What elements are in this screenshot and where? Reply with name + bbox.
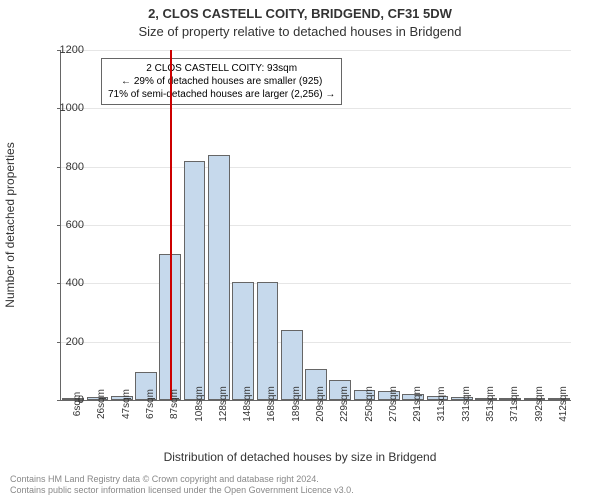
xtick-label: 148sqm xyxy=(242,386,253,422)
annotation-line1: 2 CLOS CASTELL COITY: 93sqm xyxy=(108,62,335,75)
footer-line1: Contains HM Land Registry data © Crown c… xyxy=(10,474,354,485)
ytick-label: 400 xyxy=(44,277,84,289)
footer-line2: Contains public sector information licen… xyxy=(10,485,354,496)
chart-title-address: 2, CLOS CASTELL COITY, BRIDGEND, CF31 5D… xyxy=(0,6,600,21)
xtick-label: 351sqm xyxy=(485,386,496,422)
annotation-box: 2 CLOS CASTELL COITY: 93sqm ← 29% of det… xyxy=(101,58,342,105)
xtick-label: 291sqm xyxy=(412,386,423,422)
ytick-label: 200 xyxy=(44,336,84,348)
gridline xyxy=(61,50,571,51)
xtick-label: 250sqm xyxy=(364,386,375,422)
xtick-label: 371sqm xyxy=(509,386,520,422)
ytick-label: 800 xyxy=(44,161,84,173)
histogram-bar xyxy=(257,282,279,400)
gridline xyxy=(61,167,571,168)
xtick-label: 47sqm xyxy=(121,389,132,419)
histogram-bar xyxy=(232,282,254,400)
xtick-label: 189sqm xyxy=(291,386,302,422)
reference-line xyxy=(170,50,172,400)
histogram-bar xyxy=(184,161,206,400)
gridline xyxy=(61,108,571,109)
xtick-label: 108sqm xyxy=(194,386,205,422)
chart-subtitle: Size of property relative to detached ho… xyxy=(0,24,600,39)
xtick-label: 229sqm xyxy=(339,386,350,422)
xtick-label: 26sqm xyxy=(96,389,107,419)
xtick-label: 209sqm xyxy=(315,386,326,422)
ytick-label: 1200 xyxy=(44,44,84,56)
chart-container: 2, CLOS CASTELL COITY, BRIDGEND, CF31 5D… xyxy=(0,0,600,500)
histogram-bar xyxy=(208,155,230,400)
xtick-label: 412sqm xyxy=(558,386,569,422)
xtick-label: 270sqm xyxy=(388,386,399,422)
ytick-label: 600 xyxy=(44,219,84,231)
xtick-label: 128sqm xyxy=(218,386,229,422)
gridline xyxy=(61,283,571,284)
xtick-label: 168sqm xyxy=(266,386,277,422)
annotation-line2: ← 29% of detached houses are smaller (92… xyxy=(108,75,335,88)
xtick-label: 67sqm xyxy=(145,389,156,419)
xtick-label: 331sqm xyxy=(461,386,472,422)
plot-area: 2 CLOS CASTELL COITY: 93sqm ← 29% of det… xyxy=(60,50,571,401)
xtick-label: 87sqm xyxy=(169,389,180,419)
xtick-label: 311sqm xyxy=(436,387,447,422)
xtick-label: 392sqm xyxy=(534,386,545,422)
y-axis-label: Number of detached properties xyxy=(3,142,17,307)
gridline xyxy=(61,342,571,343)
xtick-label: 6sqm xyxy=(72,392,83,416)
ytick-label: 1000 xyxy=(44,102,84,114)
x-axis-label: Distribution of detached houses by size … xyxy=(0,450,600,464)
annotation-line3: 71% of semi-detached houses are larger (… xyxy=(108,88,335,101)
gridline xyxy=(61,225,571,226)
footer-attribution: Contains HM Land Registry data © Crown c… xyxy=(10,474,354,496)
